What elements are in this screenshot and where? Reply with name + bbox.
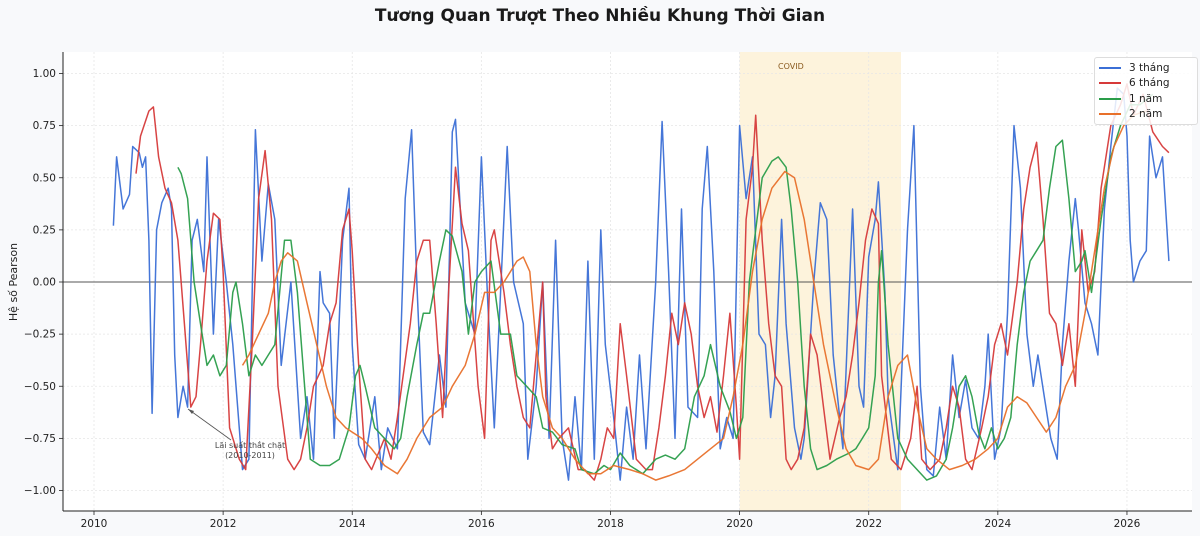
legend-item-1y: 1 năm xyxy=(1099,91,1193,107)
annotation-arrowhead xyxy=(188,409,194,414)
y-axis-label: Hệ số Pearson xyxy=(7,243,20,321)
y-tick-label: 0.75 xyxy=(33,120,56,132)
covid-region-label: COVID xyxy=(778,62,804,71)
y-tick-label: −1.00 xyxy=(24,485,56,497)
y-tick-label: 0.00 xyxy=(33,277,56,289)
series-line-0 xyxy=(112,87,1170,481)
legend-item-6m: 6 tháng xyxy=(1099,76,1193,92)
series-line-1 xyxy=(135,83,1170,481)
y-tick-label: 1.00 xyxy=(33,68,56,80)
x-tick-label: 2024 xyxy=(984,518,1011,530)
legend-label-2y: 2 năm xyxy=(1129,108,1163,121)
x-tick-label: 2014 xyxy=(339,518,366,530)
annotation-line2: (2010-2011) xyxy=(225,451,275,460)
legend-swatch-6m xyxy=(1099,82,1121,85)
legend-swatch-2y xyxy=(1099,113,1121,116)
y-tick-label: −0.25 xyxy=(24,329,56,341)
y-tick-label: 0.25 xyxy=(33,224,56,236)
legend-item-3m: 3 tháng xyxy=(1099,60,1193,76)
legend-label-3m: 3 tháng xyxy=(1129,61,1170,74)
x-tick-label: 2016 xyxy=(468,518,495,530)
x-tick-label: 2022 xyxy=(855,518,882,530)
annotation-text: Lãi suất thắt chặt (2010-2011) xyxy=(200,441,300,461)
x-tick-label: 2026 xyxy=(1114,518,1141,530)
legend-swatch-3m xyxy=(1099,66,1121,69)
y-tick-label: 0.50 xyxy=(33,172,56,184)
y-tick-label: −0.75 xyxy=(24,433,56,445)
annotation-arrow xyxy=(187,408,232,441)
legend-item-2y: 2 năm xyxy=(1099,107,1193,123)
annotation-line1: Lãi suất thắt chặt xyxy=(214,441,286,450)
legend: 3 tháng 6 tháng 1 năm 2 năm xyxy=(1094,57,1198,125)
y-tick-label: −0.50 xyxy=(24,381,56,393)
series-line-3 xyxy=(241,110,1147,481)
series-line-2 xyxy=(177,93,1154,481)
x-tick-label: 2020 xyxy=(726,518,753,530)
x-tick-label: 2012 xyxy=(210,518,237,530)
legend-swatch-1y xyxy=(1099,97,1121,100)
covid-shaded-region xyxy=(739,52,901,511)
legend-label-1y: 1 năm xyxy=(1129,92,1163,105)
plot-background xyxy=(63,52,1192,511)
x-tick-label: 2018 xyxy=(597,518,624,530)
legend-label-6m: 6 tháng xyxy=(1129,77,1170,90)
x-tick-label: 2010 xyxy=(81,518,108,530)
chart-title: Tương Quan Trượt Theo Nhiều Khung Thời G… xyxy=(374,6,826,26)
